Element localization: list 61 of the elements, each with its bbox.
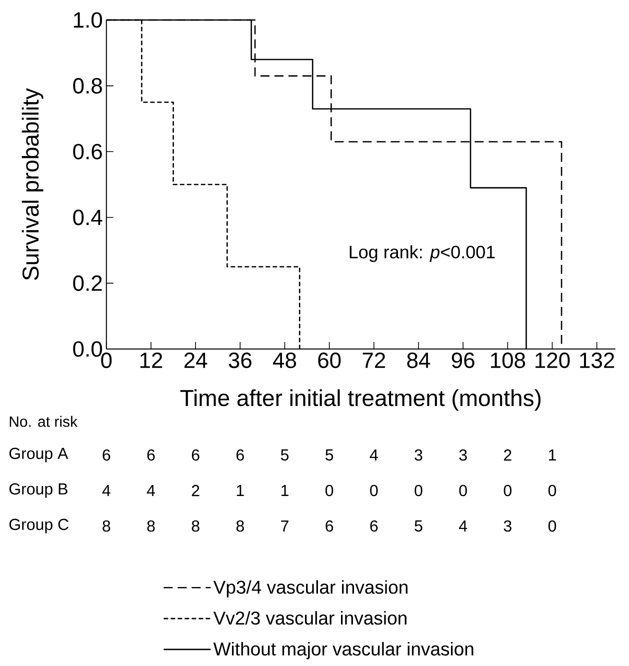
text: 6: [236, 449, 244, 461]
x-tick-label: 84: [407, 352, 430, 368]
x-tick-label: 108: [490, 352, 526, 368]
text: 6: [326, 520, 334, 532]
y-tick-label: 0.8: [73, 78, 102, 94]
text: 8: [236, 520, 244, 532]
legend-label: Vv2/3 vascular invasion: [213, 611, 406, 625]
text: 7: [281, 520, 288, 532]
text: 2: [192, 484, 200, 496]
legend-label: Vp3/4 vascular invasion: [213, 580, 408, 598]
text: 6: [192, 449, 200, 461]
text: 1: [236, 484, 244, 496]
x-tick-label: 36: [228, 352, 252, 368]
text: 1: [549, 450, 556, 461]
x-tick-label: 48: [273, 352, 296, 368]
text: 4: [459, 520, 468, 532]
text: 0: [504, 484, 512, 496]
y-tick-label: 0.4: [73, 210, 102, 226]
text: 3: [459, 449, 467, 461]
text: 6: [147, 449, 155, 461]
text: 1: [282, 484, 288, 496]
y-axis-title: Survival probability: [22, 88, 44, 280]
text: 3: [414, 449, 422, 461]
x-tick-label: 60: [318, 352, 341, 368]
text: 8: [102, 520, 110, 532]
y-tick-label: 0.0: [73, 341, 102, 357]
text: 5: [414, 520, 422, 532]
text: 6: [370, 520, 378, 532]
text: 0: [548, 484, 556, 496]
x-tick-label: 0: [101, 352, 112, 368]
text: 4: [146, 484, 155, 496]
y-tick-label: 1.0: [74, 12, 102, 28]
text: 0: [370, 484, 378, 496]
text: 5: [326, 449, 334, 461]
text: 0: [326, 484, 334, 496]
text: Group A: [9, 448, 68, 462]
y-tick-label: 0.6: [73, 144, 102, 160]
text: Group B: [9, 483, 68, 498]
text: 8: [147, 520, 155, 532]
y-tick-label: 0.2: [73, 275, 102, 291]
x-axis-title: Time after initial treatment (months): [180, 389, 541, 411]
x-tick-label: 120: [536, 352, 570, 368]
annotation: Log rank: p<0.001: [350, 245, 495, 262]
text: 0: [548, 520, 556, 532]
text: 0: [459, 484, 467, 496]
x-tick-label: 12: [140, 352, 162, 368]
text: 0: [414, 484, 422, 496]
text: 3: [504, 520, 512, 532]
text: 4: [370, 450, 378, 461]
text: 5: [280, 449, 289, 461]
text: 4: [102, 484, 110, 496]
text: No. at risk: [10, 416, 78, 427]
text: 6: [102, 449, 110, 461]
x-tick-label: 96: [452, 352, 474, 368]
text: 8: [192, 520, 200, 532]
legend-label: Without major vascular invasion: [213, 642, 474, 660]
text: Group C: [9, 518, 68, 534]
text: 2: [504, 449, 512, 461]
x-tick-label: 132: [580, 352, 614, 368]
x-tick-label: 72: [362, 352, 386, 368]
x-tick-label: 24: [184, 352, 208, 368]
